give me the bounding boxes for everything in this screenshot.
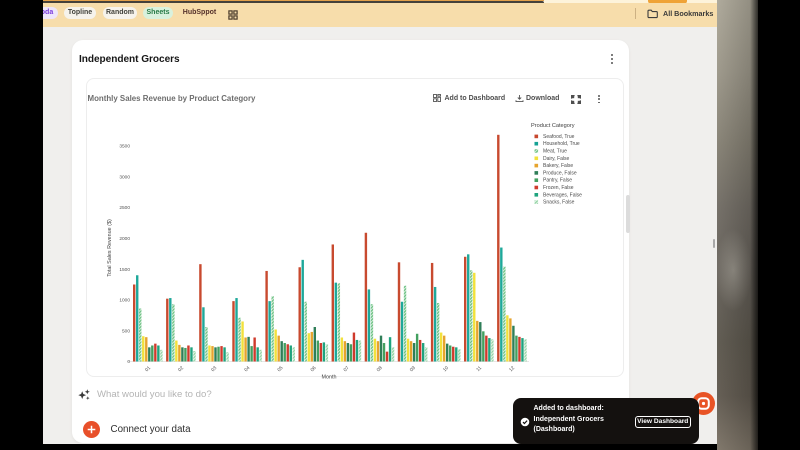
svg-text:3500: 3500	[119, 144, 130, 150]
svg-text:Frozen, False: Frozen, False	[543, 185, 574, 191]
svg-text:Seafood, True: Seafood, True	[543, 134, 575, 140]
svg-text:02: 02	[177, 365, 185, 373]
svg-text:3000: 3000	[119, 174, 130, 180]
svg-text:Dairy, False: Dairy, False	[543, 156, 570, 162]
svg-text:Total Sales Revenue ($): Total Sales Revenue ($)	[107, 219, 113, 277]
svg-text:06: 06	[309, 365, 317, 373]
svg-text:Pantry, False: Pantry, False	[543, 178, 572, 184]
svg-text:2000: 2000	[119, 236, 130, 242]
svg-text:05: 05	[276, 365, 284, 373]
svg-text:08: 08	[376, 365, 384, 373]
svg-text:Bakery, False: Bakery, False	[543, 163, 573, 169]
svg-text:11: 11	[475, 365, 483, 373]
svg-text:12: 12	[508, 365, 516, 373]
svg-text:04: 04	[243, 365, 251, 373]
svg-text:01: 01	[144, 365, 152, 373]
svg-text:Meat, True: Meat, True	[543, 149, 567, 155]
svg-text:Produce, False: Produce, False	[543, 170, 577, 176]
svg-text:03: 03	[210, 365, 218, 373]
svg-text:09: 09	[409, 365, 417, 373]
svg-text:10: 10	[442, 365, 450, 373]
svg-text:1500: 1500	[119, 267, 130, 273]
svg-text:Month: Month	[322, 375, 337, 381]
svg-text:07: 07	[343, 365, 351, 373]
svg-text:500: 500	[122, 328, 130, 334]
svg-text:2500: 2500	[119, 205, 130, 211]
svg-text:0: 0	[127, 359, 130, 365]
svg-text:Beverages, False: Beverages, False	[543, 192, 582, 198]
svg-text:Household, True: Household, True	[543, 141, 580, 147]
svg-text:1000: 1000	[119, 298, 130, 304]
svg-text:Product Category: Product Category	[531, 123, 575, 129]
svg-text:Snacks, False: Snacks, False	[543, 200, 575, 206]
